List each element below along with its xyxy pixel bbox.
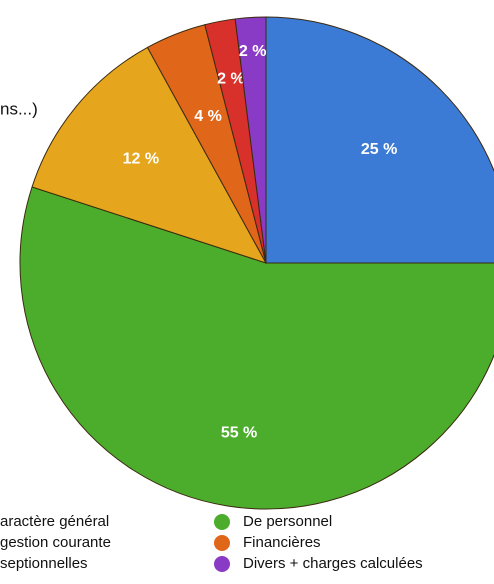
legend-marker bbox=[214, 535, 230, 551]
legend-label: aractère général bbox=[0, 513, 109, 530]
slice-label: 55 % bbox=[221, 424, 257, 441]
pie-slice bbox=[265, 16, 494, 264]
legend-label: Divers + charges calculées bbox=[243, 555, 423, 572]
legend-label: gestion courante bbox=[0, 534, 111, 551]
legend-marker bbox=[214, 556, 230, 572]
pie-slice bbox=[234, 16, 267, 264]
slice-label: 2 % bbox=[239, 43, 267, 60]
slice-label: 12 % bbox=[123, 151, 159, 168]
slice-label: 4 % bbox=[194, 108, 222, 125]
legend-label: septionnelles bbox=[0, 555, 88, 572]
legend-marker bbox=[214, 514, 230, 530]
slice-label: 2 % bbox=[217, 71, 245, 88]
pie-slice bbox=[31, 46, 268, 264]
annotation: ns...) bbox=[0, 99, 38, 118]
pie-slice bbox=[19, 186, 494, 510]
slice-label: 25 % bbox=[361, 141, 397, 158]
legend-label: De personnel bbox=[243, 513, 332, 530]
legend-label: Financières bbox=[243, 534, 321, 551]
